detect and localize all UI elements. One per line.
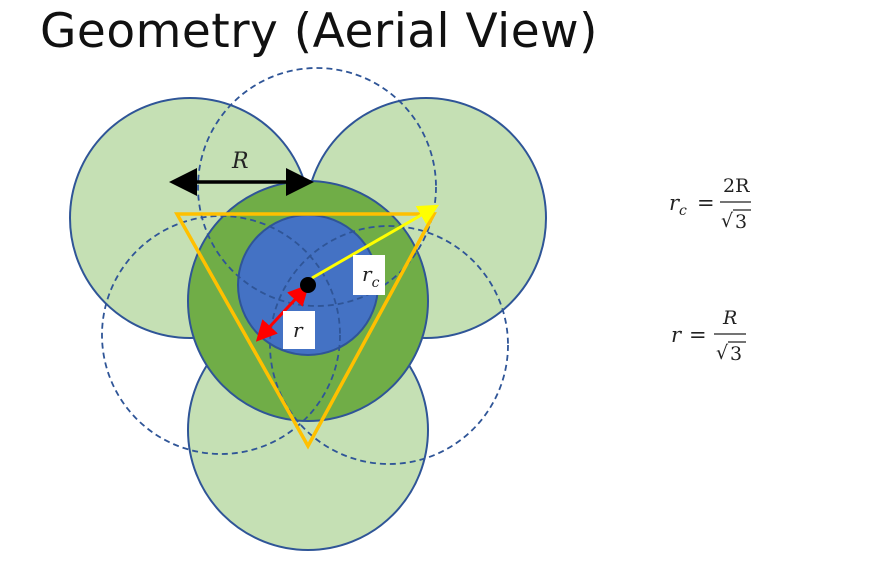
formula-rc-equals: = (697, 191, 715, 215)
formula-rc-numerator: 2R (723, 175, 750, 197)
label-r-box (283, 311, 315, 349)
formula-r-numerator: R (722, 307, 737, 329)
formula-r-equals: = (689, 323, 707, 347)
r-arrow (255, 284, 310, 342)
label-R: R (231, 149, 249, 174)
formula-rc-radicand: 3 (735, 211, 747, 233)
label-rc-box (353, 255, 385, 295)
formula-r-radicand: 3 (730, 343, 742, 365)
formula-rc-radical: √ (721, 210, 734, 232)
formula-r-radical: √ (716, 342, 729, 364)
formula-rc-lhs: rc (669, 191, 687, 219)
label-r: r (293, 318, 304, 342)
rc-arrow (311, 204, 440, 280)
formula-rc: rc = 2R √ 3 (669, 175, 751, 233)
dashed-circle-right (269, 225, 509, 465)
formula-r-lhs: r (671, 323, 683, 347)
equilateral-triangle (174, 212, 437, 450)
page-title: Geometry (Aerial View) (40, 4, 598, 59)
formula-r: r = R √ 3 (671, 307, 746, 365)
label-rc: rc (362, 262, 380, 291)
dashed-circle-left (101, 215, 341, 455)
center-point (300, 277, 316, 293)
